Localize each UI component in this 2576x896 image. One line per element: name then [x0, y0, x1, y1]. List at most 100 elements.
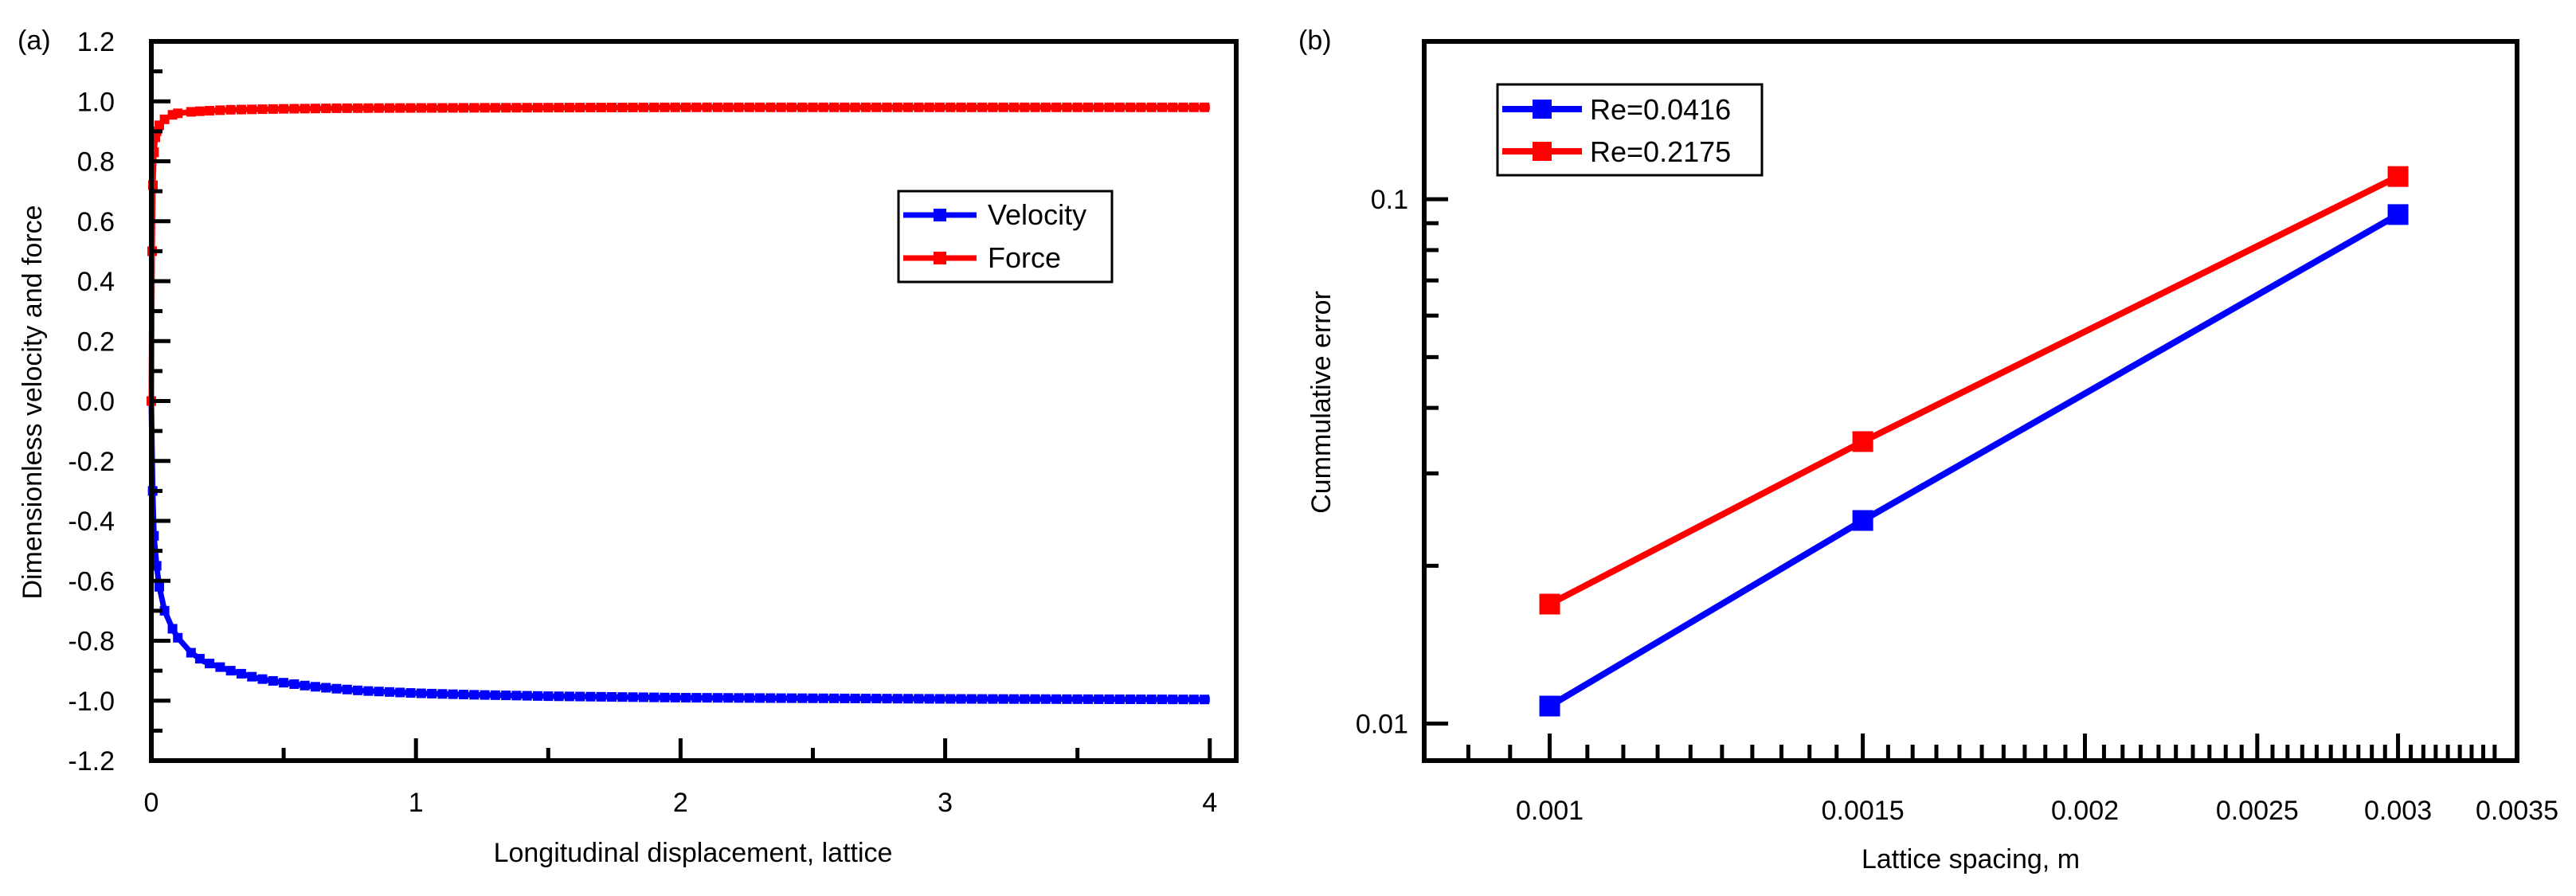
- data-point-velocity: [480, 690, 490, 700]
- panel-b-label: (b): [1298, 25, 1332, 56]
- data-point-velocity: [670, 692, 680, 702]
- data-point-velocity: [469, 690, 480, 700]
- panel-b-plot-frame: [1422, 39, 2519, 763]
- y-tick-label: -1.2: [68, 746, 115, 777]
- data-point-force: [299, 104, 310, 114]
- data-point-velocity: [840, 693, 850, 703]
- data-point-force: [1136, 102, 1146, 112]
- data-point-velocity: [1040, 694, 1051, 704]
- data-point-force: [374, 103, 384, 113]
- data-point-force: [808, 102, 818, 112]
- data-point-velocity: [914, 694, 924, 704]
- data-point-force: [448, 103, 458, 113]
- data-point-velocity: [702, 693, 712, 703]
- data-point-velocity: [384, 687, 394, 697]
- data-point-force: [660, 102, 670, 112]
- data-point-velocity: [681, 693, 691, 703]
- data-point-velocity: [1094, 694, 1104, 704]
- data-point-velocity: [734, 693, 744, 703]
- y-tick-label: 0.01: [1356, 710, 1408, 740]
- y-tick-label: 0.8: [77, 147, 115, 178]
- data-point-velocity: [1030, 694, 1040, 704]
- data-point-force: [1157, 102, 1167, 112]
- data-point-force: [575, 103, 585, 113]
- data-point-velocity: [416, 688, 426, 698]
- data-point-force: [1051, 102, 1062, 112]
- data-point-velocity: [934, 694, 945, 704]
- data-point-force: [850, 102, 860, 112]
- data-point-velocity: [268, 675, 278, 686]
- y-tick-label: -0.2: [68, 447, 115, 477]
- data-point-force: [1114, 102, 1125, 112]
- panel-b-x-axis-label: Lattice spacing, m: [1862, 844, 2080, 874]
- series-line-re00416: [1548, 211, 2400, 709]
- data-point-force: [956, 102, 966, 112]
- data-point-force: [1188, 102, 1199, 112]
- data-point-velocity: [786, 693, 797, 703]
- legend-force-label: Force: [988, 241, 1061, 274]
- data-point-force: [797, 102, 808, 112]
- data-point-force: [840, 102, 850, 112]
- data-point-force: [1200, 102, 1210, 112]
- data-point-velocity: [533, 691, 543, 701]
- data-point-force: [628, 102, 638, 112]
- x-tick-label: 0.002: [2051, 796, 2119, 826]
- data-point-velocity: [871, 694, 882, 704]
- data-point-force: [1082, 102, 1093, 112]
- y-tick-label: 1.0: [77, 87, 115, 117]
- data-point-force: [159, 114, 170, 124]
- y-tick-label: 0.4: [77, 267, 115, 297]
- data-point-force: [977, 102, 988, 112]
- data-point-force: [945, 102, 956, 112]
- data-point-velocity: [1157, 694, 1167, 705]
- data-point-velocity: [977, 694, 988, 704]
- data-point-velocity: [903, 694, 914, 704]
- data-point-force: [1020, 102, 1030, 112]
- data-point-velocity: [829, 693, 840, 703]
- data-point-velocity: [1126, 694, 1136, 705]
- data-point-force: [511, 103, 522, 113]
- data-point-velocity: [924, 694, 934, 704]
- data-point-velocity: [1051, 694, 1062, 704]
- data-point-velocity: [945, 694, 956, 704]
- data-point-force: [257, 104, 268, 115]
- data-point-velocity: [522, 691, 532, 701]
- data-point-force: [1146, 102, 1157, 112]
- data-point-velocity: [511, 691, 522, 701]
- y-tick-label: 0.2: [77, 327, 115, 357]
- data-point-velocity: [186, 648, 196, 658]
- data-point-velocity: [1168, 694, 1178, 705]
- data-point-velocity: [1146, 694, 1157, 705]
- data-point-force: [279, 104, 289, 114]
- data-point-velocity: [776, 693, 786, 703]
- y-tick-label: -0.6: [68, 566, 115, 597]
- x-tick-label: 3: [938, 788, 953, 818]
- data-point-force: [1094, 102, 1104, 112]
- panel-a-legend-box: [897, 190, 1114, 284]
- data-point-force: [353, 103, 363, 113]
- data-point-velocity: [279, 678, 289, 688]
- data-point-velocity: [310, 682, 320, 692]
- legend-velocity-marker: [934, 209, 946, 221]
- data-point-velocity: [998, 694, 1008, 704]
- data-point-force: [649, 102, 660, 112]
- data-point-force: [691, 102, 702, 112]
- data-point-force: [225, 104, 236, 115]
- data-point-force: [818, 102, 828, 112]
- legend-force-marker: [934, 252, 946, 264]
- data-point-force: [734, 102, 744, 112]
- data-point-force: [395, 103, 405, 113]
- data-point-velocity: [321, 683, 331, 693]
- data-point-force: [554, 103, 564, 113]
- data-point-force: [871, 102, 882, 112]
- data-point-force: [860, 102, 871, 112]
- data-point-force: [744, 102, 754, 112]
- data-point-force: [480, 103, 490, 113]
- data-point-velocity: [353, 685, 363, 695]
- data-point-force: [310, 104, 320, 114]
- data-point-force: [755, 102, 765, 112]
- x-tick-label: 0: [144, 788, 159, 818]
- x-tick-label: 0.003: [2364, 796, 2432, 826]
- data-point-velocity: [882, 694, 892, 704]
- data-point-force: [596, 103, 606, 113]
